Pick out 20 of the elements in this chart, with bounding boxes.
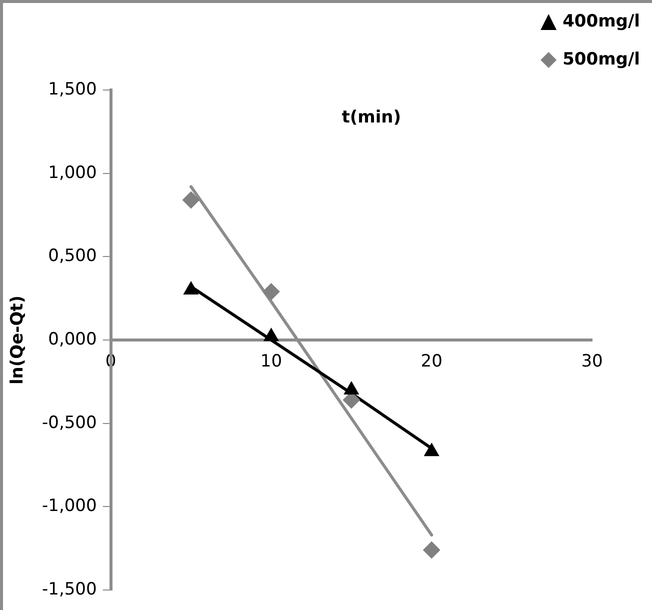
point — [184, 282, 198, 294]
x-tick-label: 10 — [260, 352, 282, 372]
y-tick-label: 1,500 — [48, 79, 97, 100]
x-tick-label: 30 — [581, 352, 603, 372]
legend-label: 400mg/l — [562, 11, 640, 32]
point — [262, 283, 280, 300]
point — [182, 192, 200, 208]
x-tick-label: 20 — [420, 352, 442, 372]
y-tick-label: -0,500 — [42, 412, 97, 433]
y-tick-label: 1,000 — [48, 162, 97, 183]
y-tick-label: -1,500 — [42, 579, 97, 600]
point — [424, 443, 440, 456]
legend-label: 500mg/l — [562, 49, 640, 70]
point — [264, 328, 279, 342]
point — [344, 382, 359, 394]
x-axis-title: t(min) — [342, 107, 402, 128]
y-tick-label: 0,500 — [48, 246, 97, 266]
y-tick-label: -1,000 — [42, 496, 97, 516]
y-axis-title: ln(Qe-Qt) — [7, 295, 28, 385]
y-tick-label: 0,000 — [48, 329, 97, 350]
